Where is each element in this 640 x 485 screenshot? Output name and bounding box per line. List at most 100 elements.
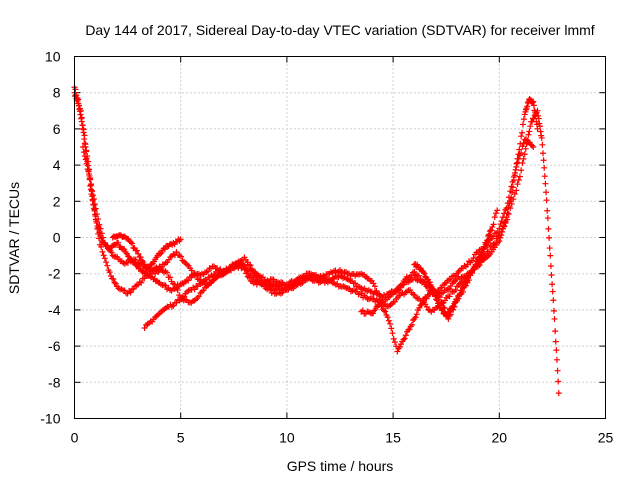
- data-point: [529, 118, 536, 125]
- data-point: [377, 299, 384, 306]
- data-point: [129, 240, 136, 247]
- data-point: [174, 287, 181, 294]
- data-point: [477, 252, 484, 259]
- data-point: [527, 123, 534, 130]
- data-point: [371, 307, 378, 314]
- data-point: [396, 343, 403, 350]
- x-tick-label: 15: [385, 430, 401, 446]
- data-point: [548, 272, 555, 279]
- data-point: [167, 274, 174, 281]
- data-point: [538, 134, 545, 141]
- data-point: [78, 114, 85, 121]
- data-point: [402, 332, 409, 339]
- data-point: [519, 143, 526, 150]
- data-point: [80, 149, 87, 156]
- data-point: [371, 283, 378, 290]
- data-point: [498, 228, 505, 235]
- data-point: [171, 281, 178, 288]
- data-point: [494, 207, 501, 214]
- data-point: [543, 189, 550, 196]
- data-point: [423, 295, 430, 302]
- data-point: [524, 103, 531, 110]
- data-point: [241, 262, 248, 269]
- data-point: [436, 294, 443, 301]
- data-point: [98, 243, 105, 250]
- data-point: [519, 160, 526, 167]
- data-point: [91, 206, 98, 213]
- data-point: [400, 336, 407, 343]
- y-tick-label: -4: [48, 302, 61, 318]
- data-point: [164, 269, 171, 276]
- data-point: [509, 178, 516, 185]
- data-point: [555, 390, 562, 397]
- data-point: [75, 96, 82, 103]
- data-point: [539, 141, 546, 148]
- data-point: [110, 276, 117, 283]
- data-point: [90, 195, 97, 202]
- data-point: [546, 245, 553, 252]
- data-point: [470, 266, 477, 273]
- y-tick-label: -2: [48, 266, 61, 282]
- data-point: [97, 225, 104, 232]
- data-point: [385, 317, 392, 324]
- data-point: [390, 335, 397, 342]
- data-point: [541, 173, 548, 180]
- data-point: [529, 99, 536, 106]
- data-point: [413, 311, 420, 318]
- data-point: [79, 122, 86, 129]
- data-point: [456, 291, 463, 298]
- data-point: [127, 289, 134, 296]
- data-point: [185, 277, 192, 284]
- data-point: [418, 301, 425, 308]
- x-tick-label: 25: [598, 430, 614, 446]
- x-axis-label: GPS time / hours: [287, 458, 394, 474]
- data-point: [544, 215, 551, 222]
- data-point: [188, 267, 195, 274]
- x-tick-label: 20: [492, 430, 508, 446]
- data-point: [121, 246, 128, 253]
- data-point: [555, 378, 562, 385]
- data-point: [551, 315, 558, 322]
- data-point: [542, 180, 549, 187]
- data-point: [490, 221, 497, 228]
- data-point: [549, 288, 556, 295]
- data-point: [518, 167, 525, 174]
- data-point: [552, 338, 559, 345]
- y-tick-label: -6: [48, 338, 61, 354]
- data-point: [535, 112, 542, 119]
- data-point: [127, 239, 134, 246]
- data-point: [100, 234, 107, 241]
- data-point: [541, 164, 548, 171]
- y-tick-label: -10: [40, 411, 60, 427]
- data-point: [81, 140, 88, 147]
- data-point: [123, 250, 130, 257]
- data-point: [439, 306, 446, 313]
- data-point: [80, 126, 87, 133]
- data-point: [384, 314, 391, 321]
- data-point: [485, 231, 492, 238]
- data-point: [547, 263, 554, 270]
- data-point: [470, 255, 477, 262]
- data-point: [157, 250, 164, 257]
- series-track-g: [411, 227, 494, 319]
- x-tick-label: 10: [279, 430, 295, 446]
- data-point: [554, 367, 561, 374]
- data-point: [96, 235, 103, 242]
- data-point: [90, 201, 97, 208]
- data-point: [352, 280, 359, 287]
- data-point: [507, 188, 514, 195]
- data-point: [550, 297, 557, 304]
- data-point: [135, 250, 142, 257]
- data-point: [373, 287, 380, 294]
- data-point: [270, 287, 277, 294]
- data-point: [502, 220, 509, 227]
- data-point: [134, 247, 141, 254]
- data-point: [446, 293, 453, 300]
- data-point: [516, 173, 523, 180]
- data-point: [465, 275, 472, 282]
- data-point: [388, 325, 395, 332]
- data-point: [550, 307, 557, 314]
- data-point: [455, 292, 462, 299]
